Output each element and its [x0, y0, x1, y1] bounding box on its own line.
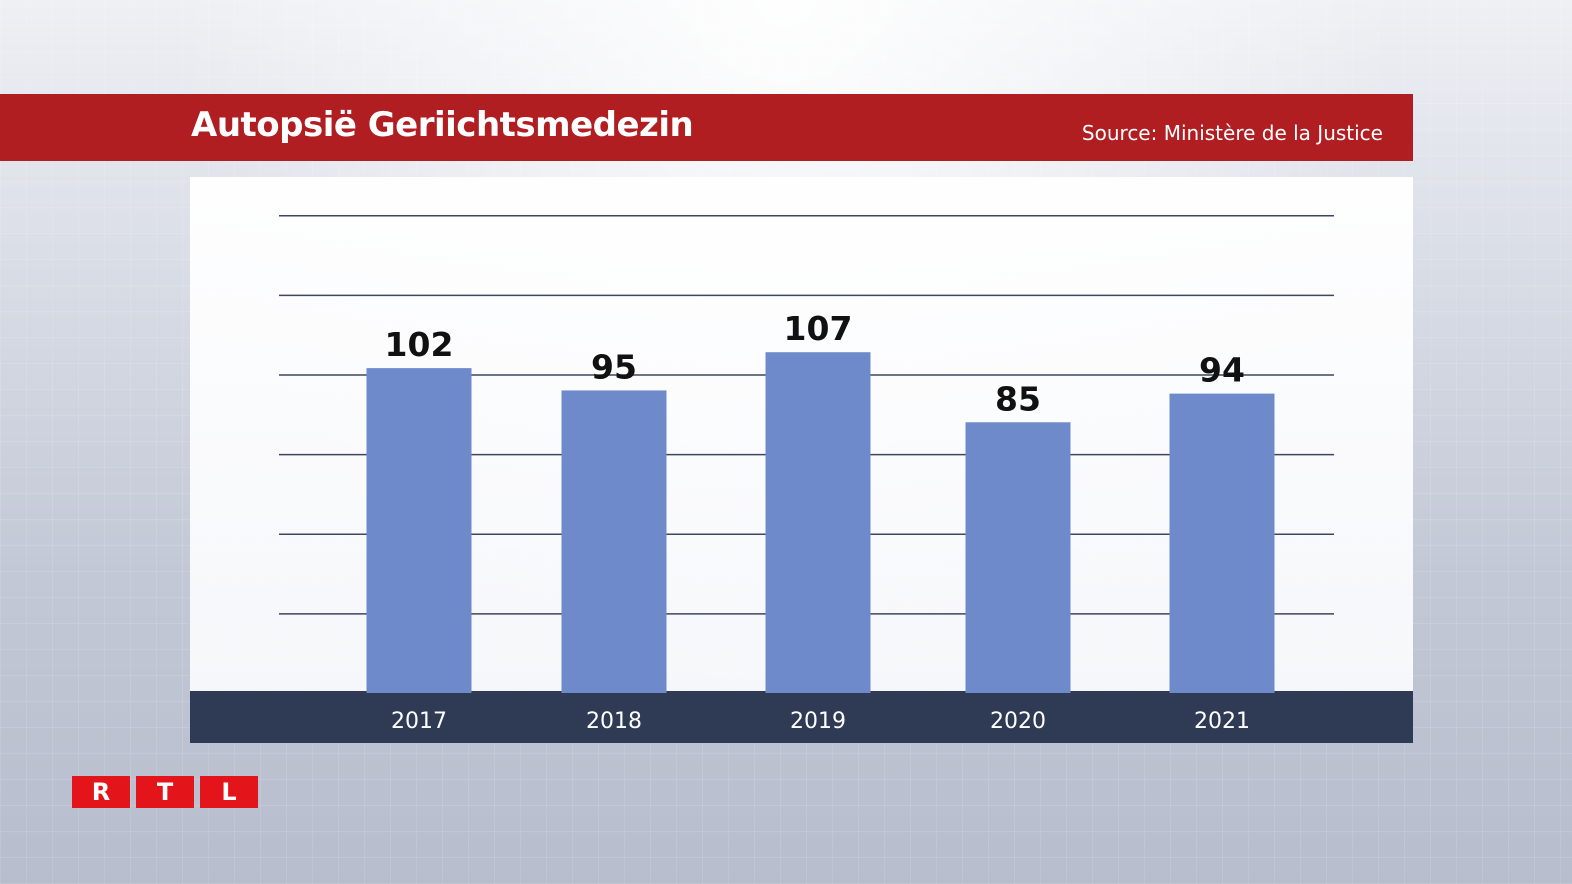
- rtl-logo: R T L: [72, 776, 258, 808]
- x-axis-band: [190, 691, 1413, 743]
- data-label-2019: 107: [784, 309, 853, 348]
- title-bar: Autopsië Geriichtsmedezin Source: Minist…: [0, 94, 1413, 161]
- bar-2017: [366, 368, 472, 693]
- logo-letter-l: L: [200, 776, 258, 808]
- x-tick-label-2018: 2018: [586, 709, 642, 734]
- x-tick-label-2020: 2020: [990, 709, 1046, 734]
- bar-2021: [1169, 393, 1275, 693]
- x-tick-label-2019: 2019: [790, 709, 846, 734]
- bar-2018: [561, 390, 667, 693]
- logo-letter-r: R: [72, 776, 130, 808]
- x-tick-label-2021: 2021: [1194, 709, 1250, 734]
- data-label-2017: 102: [385, 325, 454, 364]
- x-tick-label-2017: 2017: [391, 709, 447, 734]
- data-label-2021: 94: [1199, 351, 1245, 390]
- bar-2019: [765, 352, 871, 693]
- source-label: Source: Ministère de la Justice: [1081, 121, 1383, 145]
- data-label-2020: 85: [995, 379, 1041, 418]
- data-label-2018: 95: [591, 347, 637, 386]
- bar-2020: [965, 422, 1071, 693]
- chart-title: Autopsië Geriichtsmedezin: [191, 105, 694, 145]
- logo-letter-t: T: [136, 776, 194, 808]
